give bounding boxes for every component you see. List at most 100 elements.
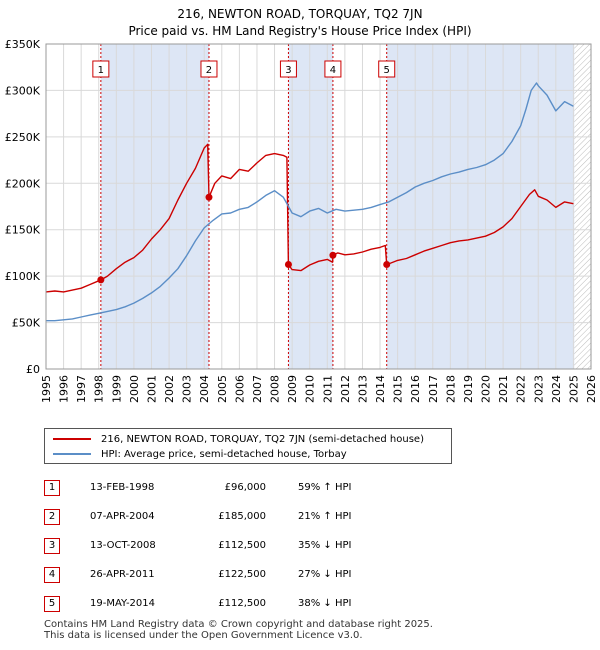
y-tick-label: £50K <box>12 317 41 330</box>
x-tick-label: 2026 <box>585 375 598 403</box>
sale-date: 13-FEB-1998 <box>90 482 155 493</box>
x-tick-label: 2002 <box>163 375 176 403</box>
sale-row: 4 26-APR-2011 £122,500 27% ↓ HPI <box>0 566 600 586</box>
sale-price: £122,500 <box>218 569 266 580</box>
x-tick-label: 2025 <box>567 375 580 403</box>
y-tick-label: £100K <box>5 270 41 283</box>
chart-title: 216, NEWTON ROAD, TORQUAY, TQ2 7JN Price… <box>0 6 600 40</box>
x-tick-label: 2005 <box>216 375 229 403</box>
sale-hpi-diff: 59% ↑ HPI <box>298 482 352 493</box>
sale-date: 07-APR-2004 <box>90 511 155 522</box>
sale-price: £112,500 <box>218 598 266 609</box>
sale-date: 19-MAY-2014 <box>90 598 156 609</box>
footer-line-2: This data is licensed under the Open Gov… <box>44 630 363 641</box>
footer-line-1: Contains HM Land Registry data © Crown c… <box>44 619 433 630</box>
x-tick-label: 1997 <box>75 375 88 403</box>
x-tick-label: 1996 <box>58 375 71 403</box>
sale-marker-label: 3 <box>285 65 291 76</box>
future-hatch <box>574 44 591 369</box>
x-tick-label: 2012 <box>339 375 352 403</box>
sale-point <box>97 276 105 284</box>
sale-marker-box <box>200 60 218 78</box>
legend-swatch-property <box>53 438 91 440</box>
sale-row: 1 13-FEB-1998 £96,000 59% ↑ HPI <box>0 479 600 499</box>
x-tick-label: 2000 <box>128 375 141 403</box>
sale-number-badge: 5 <box>44 596 60 612</box>
x-tick-label: 2004 <box>198 375 211 403</box>
x-tick-label: 2007 <box>251 375 264 403</box>
x-tick-label: 2022 <box>515 375 528 403</box>
sale-row: 5 19-MAY-2014 £112,500 38% ↓ HPI <box>0 595 600 615</box>
sale-number-badge: 4 <box>44 567 60 583</box>
x-tick-label: 2019 <box>462 375 475 403</box>
x-tick-label: 2003 <box>181 375 194 403</box>
y-tick-label: £0 <box>26 363 40 376</box>
x-tick-label: 2010 <box>304 375 317 403</box>
footer-attribution: Contains HM Land Registry data © Crown c… <box>44 619 433 641</box>
y-tick-label: £350K <box>5 38 41 51</box>
x-tick-label: 1999 <box>110 375 123 403</box>
sale-price: £112,500 <box>218 540 266 551</box>
sale-marker-box <box>378 60 396 78</box>
sale-number-badge: 1 <box>44 480 60 496</box>
sale-point <box>284 261 292 269</box>
sale-hpi-diff: 27% ↓ HPI <box>298 569 352 580</box>
x-tick-label: 2008 <box>269 375 282 403</box>
legend-swatch-hpi <box>53 453 91 455</box>
ownership-shade <box>288 44 333 369</box>
legend-item-hpi: HPI: Average price, semi-detached house,… <box>53 447 347 461</box>
sale-marker-label: 4 <box>330 65 336 76</box>
sale-price: £96,000 <box>224 482 266 493</box>
sale-marker-label: 5 <box>384 65 390 76</box>
x-tick-label: 2006 <box>233 375 246 403</box>
sale-marker-box <box>92 60 110 78</box>
sale-point <box>329 251 337 259</box>
title-line-2: Price paid vs. HM Land Registry's House … <box>128 24 472 38</box>
title-line-1: 216, NEWTON ROAD, TORQUAY, TQ2 7JN <box>177 7 423 21</box>
x-tick-label: 2021 <box>497 375 510 403</box>
price-chart: 1 2 3 4 5 £0 £50K £100K £150K £200K £250K £300K £35… <box>5 38 598 403</box>
x-tick-label: 2013 <box>356 375 369 403</box>
sale-hpi-diff: 21% ↑ HPI <box>298 511 352 522</box>
sale-date: 26-APR-2011 <box>90 569 155 580</box>
y-tick-label: £300K <box>5 84 41 97</box>
sale-marker-label: 1 <box>98 65 104 76</box>
sale-marker-label: 2 <box>206 65 212 76</box>
sale-row: 3 13-OCT-2008 £112,500 35% ↓ HPI <box>0 537 600 557</box>
sale-point <box>383 261 391 269</box>
legend-label-hpi: HPI: Average price, semi-detached house,… <box>101 448 347 460</box>
ownership-shade <box>386 44 575 369</box>
x-tick-label: 1995 <box>40 375 53 403</box>
ownership-shade <box>100 44 209 369</box>
chart-legend: 216, NEWTON ROAD, TORQUAY, TQ2 7JN (semi… <box>44 428 452 464</box>
sale-number-badge: 3 <box>44 538 60 554</box>
legend-label-property: 216, NEWTON ROAD, TORQUAY, TQ2 7JN (semi… <box>101 433 424 445</box>
y-tick-label: £150K <box>5 224 41 237</box>
sale-point <box>205 193 213 201</box>
sale-row: 2 07-APR-2004 £185,000 21% ↑ HPI <box>0 508 600 528</box>
x-tick-label: 2011 <box>321 375 334 403</box>
plot-frame <box>45 43 592 370</box>
sale-marker-box <box>324 60 342 78</box>
hpi-line <box>46 82 574 322</box>
x-tick-label: 2001 <box>145 375 158 403</box>
x-tick-label: 2016 <box>409 375 422 403</box>
sale-marker-box <box>279 60 297 78</box>
y-tick-label: £200K <box>5 177 41 190</box>
x-tick-label: 2018 <box>444 375 457 403</box>
sale-number-badge: 2 <box>44 509 60 525</box>
x-tick-label: 2020 <box>480 375 493 403</box>
legend-item-property: 216, NEWTON ROAD, TORQUAY, TQ2 7JN (semi… <box>53 432 424 446</box>
x-tick-label: 2014 <box>374 375 387 403</box>
y-tick-label: £250K <box>5 131 41 144</box>
x-tick-label: 2024 <box>550 375 563 403</box>
sale-hpi-diff: 35% ↓ HPI <box>298 540 352 551</box>
x-tick-label: 1998 <box>93 375 106 403</box>
sale-price: £185,000 <box>218 511 266 522</box>
x-tick-label: 2023 <box>532 375 545 403</box>
sale-hpi-diff: 38% ↓ HPI <box>298 598 352 609</box>
x-tick-label: 2015 <box>392 375 405 403</box>
x-tick-label: 2017 <box>427 375 440 403</box>
sale-date: 13-OCT-2008 <box>90 540 156 551</box>
x-tick-label: 2009 <box>286 375 299 403</box>
